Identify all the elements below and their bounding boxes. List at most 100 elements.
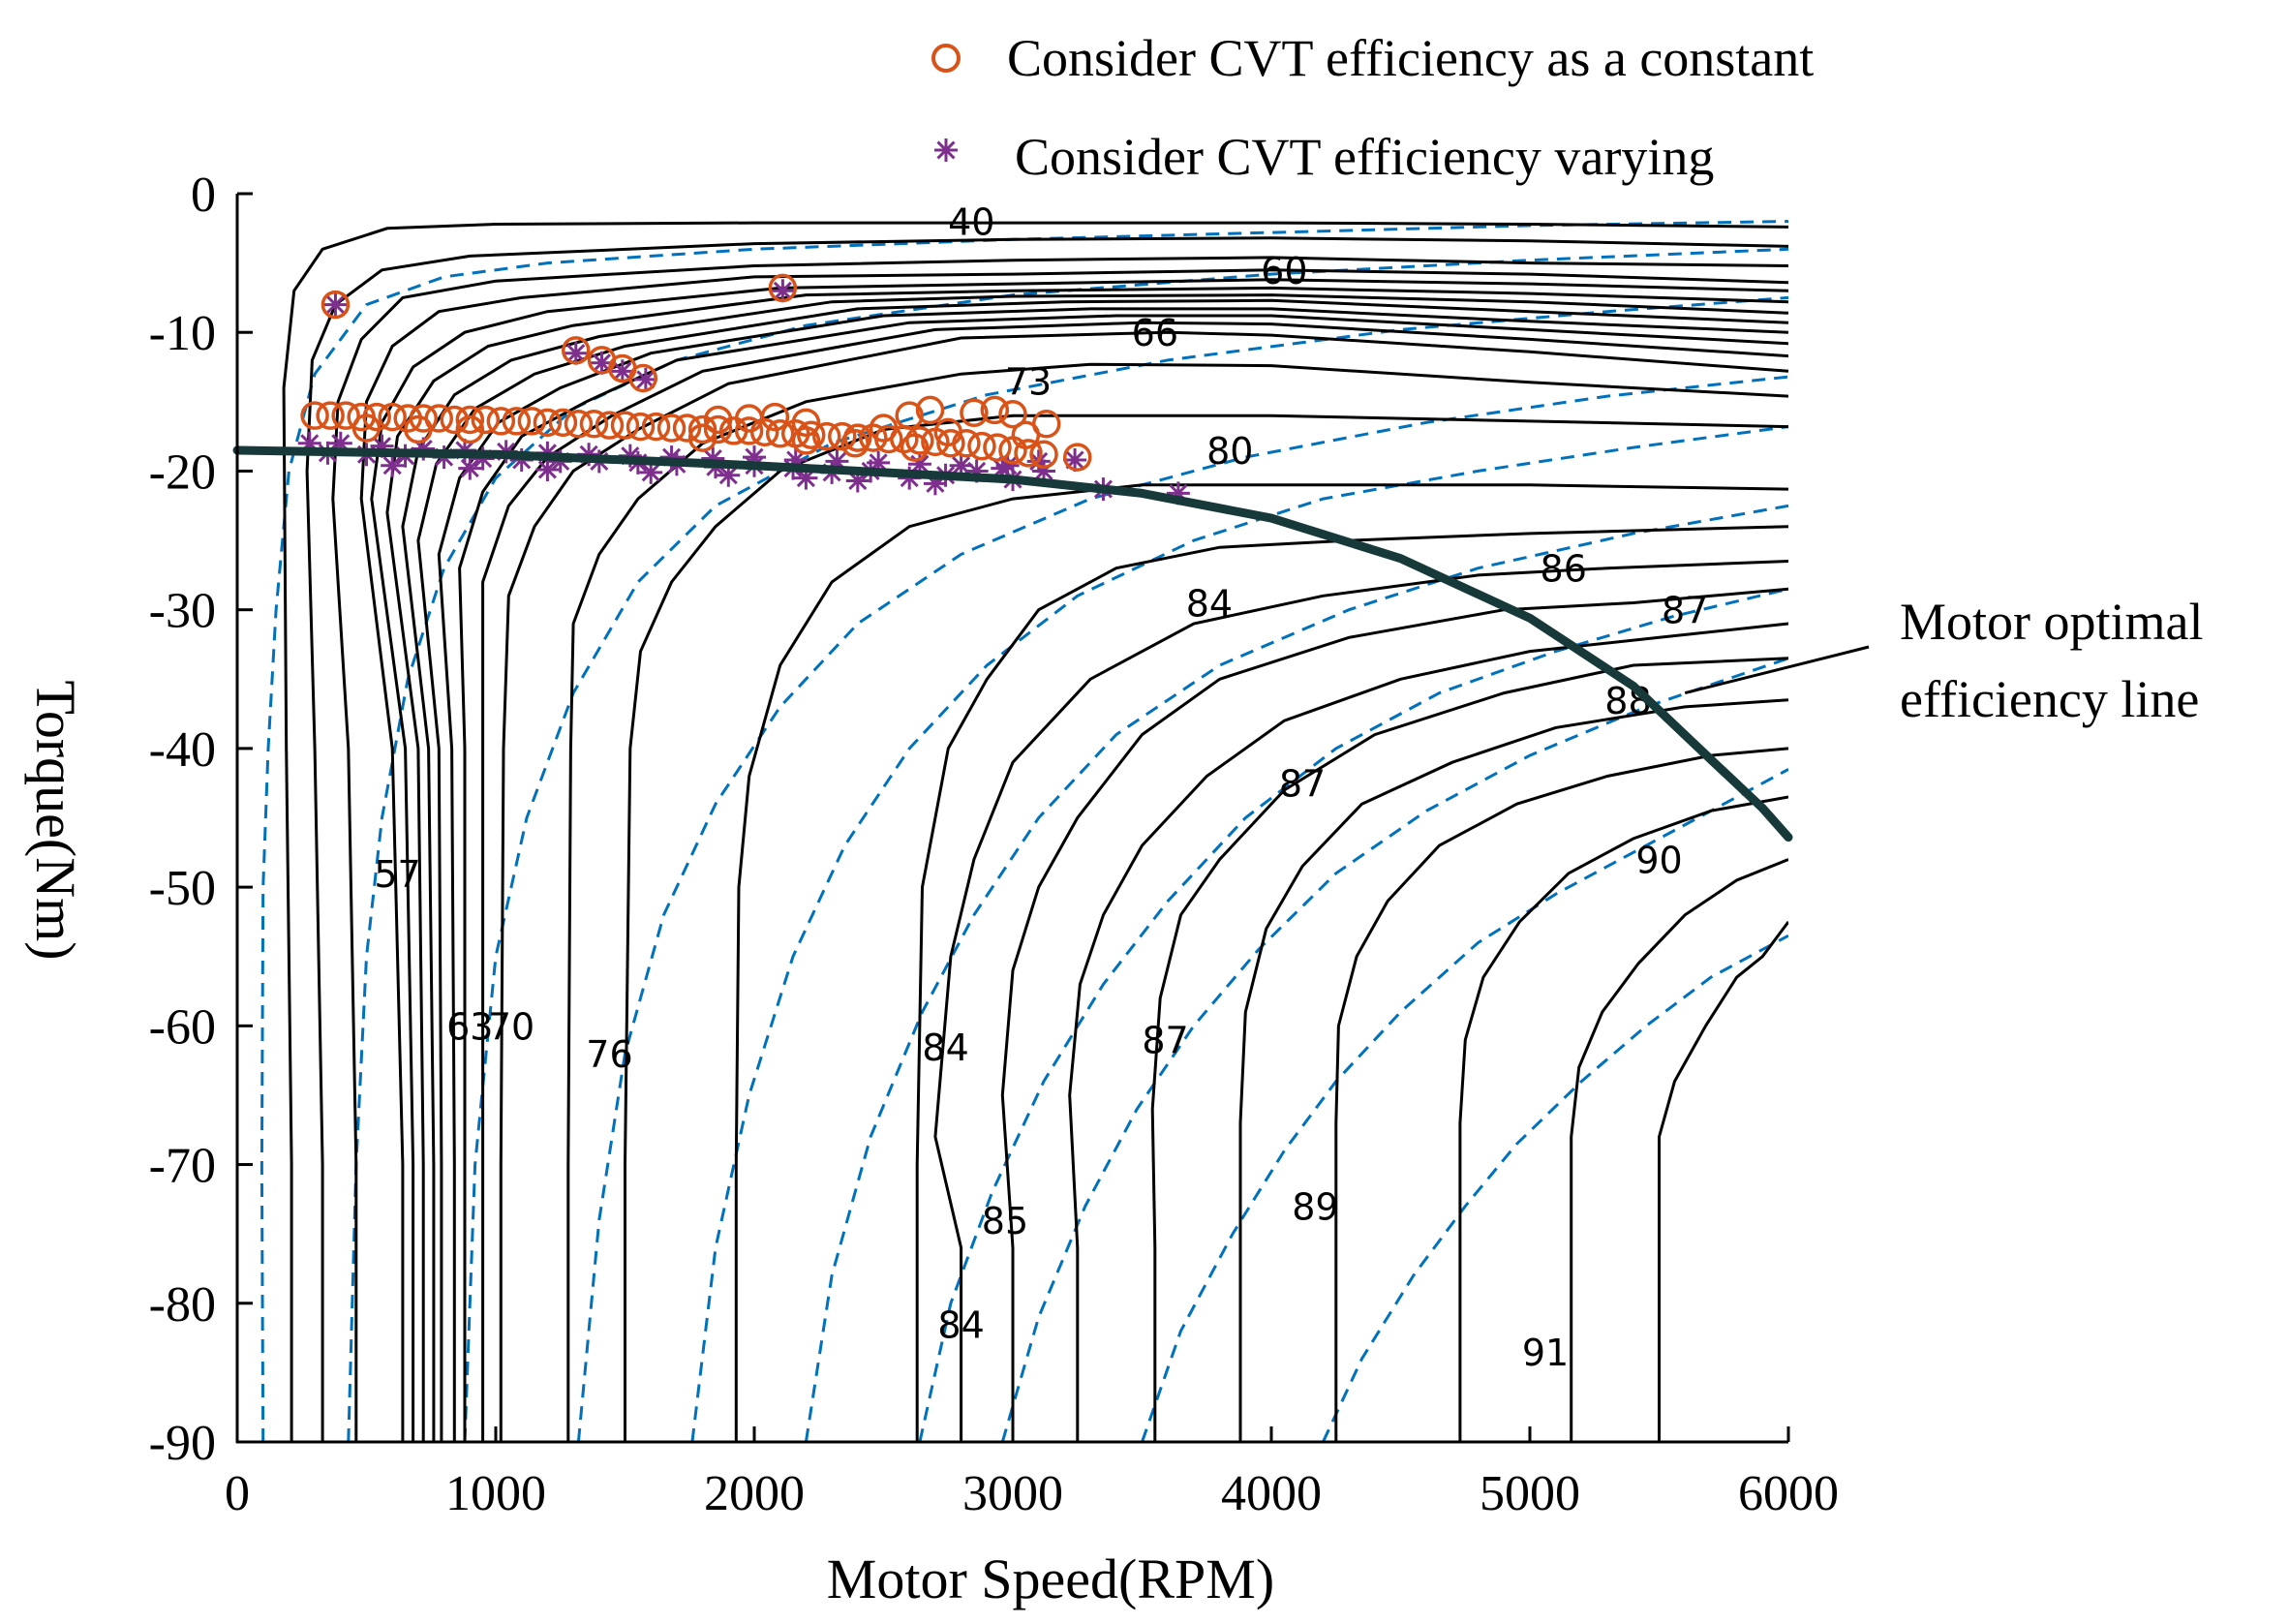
circle-marker (905, 426, 934, 455)
efficiency-contour (1150, 657, 1788, 1442)
circle-marker (859, 423, 888, 452)
circle-marker (967, 431, 996, 461)
power-curve (259, 220, 1788, 1442)
annotation-text-line2: efficiency line (1900, 670, 2199, 728)
circle-marker (869, 414, 899, 443)
asterisk-marker (458, 456, 482, 480)
asterisk-marker (633, 367, 657, 391)
asterisk-marker-stroke (718, 466, 738, 485)
circle-marker (1014, 439, 1043, 468)
asterisk-marker-stroke (460, 459, 479, 478)
efficiency-contour (416, 298, 1788, 1442)
contour-label: 80 (1206, 430, 1253, 473)
asterisk-marker-stroke (641, 463, 660, 482)
circle-marker (564, 409, 594, 439)
circle-marker (983, 433, 1012, 462)
circle-marker (378, 402, 407, 432)
efficiency-contour (458, 314, 1788, 1442)
efficiency-contour (359, 268, 1788, 1442)
y-tick-label: -20 (149, 444, 216, 500)
y-tick-label: -50 (149, 861, 216, 916)
circle-marker (320, 290, 351, 320)
x-tick-label: 2000 (704, 1466, 805, 1521)
asterisk-marker (381, 453, 405, 477)
circle-marker (936, 429, 965, 458)
y-tick-label: -40 (149, 722, 216, 778)
annotation-leader-line (1684, 645, 1870, 695)
circle-marker (1029, 440, 1058, 470)
legend-marker-circle (931, 44, 961, 73)
y-tick-label: -60 (149, 999, 216, 1055)
circle-marker (455, 414, 485, 444)
circle-marker (440, 405, 470, 435)
contour-label: 85 (982, 1200, 1028, 1242)
circle-marker (300, 401, 329, 430)
power-curve (347, 247, 1788, 1442)
efficiency-contour (1570, 858, 1788, 1442)
optimal-line-path (232, 445, 1793, 843)
contour-label: 84 (937, 1303, 984, 1346)
efficiency-contour (734, 483, 1788, 1442)
contour-label: 57 (374, 853, 420, 896)
power-curve (690, 425, 1788, 1442)
power-curve (1322, 934, 1788, 1442)
circle-marker (1063, 443, 1092, 472)
efficiency-contour (1238, 698, 1788, 1442)
optimal-line-annotation: Motor optimal efficiency line (1684, 593, 2203, 728)
circle-marker (626, 412, 656, 442)
optimal-efficiency-line (232, 445, 1793, 843)
efficiency-contour (1068, 622, 1788, 1442)
asterisk-marker (564, 341, 588, 365)
contour-label: 63 (446, 1005, 493, 1048)
efficiency-contour (305, 236, 1788, 1442)
contour-label: 87 (1279, 763, 1326, 806)
circle-marker (404, 414, 433, 444)
x-tick-label: 0 (225, 1466, 250, 1521)
efficiency-contour (933, 560, 1788, 1442)
circle-marker (796, 420, 826, 449)
y-tick-label: -70 (149, 1139, 216, 1194)
legend-label-varying: Consider CVT efficiency varying (1015, 128, 1714, 186)
y-tick-label: -10 (149, 306, 216, 361)
power-curve (1000, 657, 1788, 1442)
efficiency-contour (437, 307, 1788, 1442)
asterisk-marker-stroke (613, 361, 632, 381)
circle-marker (595, 411, 625, 440)
power-curve (1141, 768, 1788, 1442)
efficiency-contour (401, 293, 1788, 1442)
circle-marker (351, 414, 382, 443)
circle-marker (579, 409, 609, 439)
circle-marker (656, 414, 687, 443)
contour-label: 40 (948, 201, 994, 244)
x-tick-label: 1000 (445, 1466, 546, 1521)
y-tick-label: 0 (191, 168, 216, 223)
contour-label: 87 (1142, 1020, 1188, 1062)
asterisk-marker (949, 453, 973, 477)
asterisk-marker (771, 279, 795, 303)
contour-label: 87 (1662, 590, 1708, 632)
circle-marker (768, 273, 798, 303)
legend-asterisk (934, 138, 958, 162)
asterisk-marker (535, 458, 560, 482)
circle-marker (760, 402, 790, 432)
contour-label: 66 (1132, 312, 1178, 354)
efficiency-contour (915, 525, 1788, 1442)
legend: Consider CVT efficiency as a constant Co… (931, 29, 1814, 186)
efficiency-contour (1000, 587, 1788, 1442)
asterisk-marker (610, 359, 634, 383)
circle-marker (628, 363, 657, 393)
circle-marker (960, 398, 989, 428)
legend-marker-asterisk (934, 138, 958, 162)
y-axis-label: Torque(Nm) (24, 680, 87, 960)
x-axis-label: Motor Speed(RPM) (827, 1547, 1274, 1610)
circle-marker (1011, 420, 1041, 449)
y-tick-label: -30 (149, 584, 216, 639)
contour-label: 90 (1635, 839, 1682, 881)
power-curve (804, 504, 1788, 1442)
contour-label: 76 (586, 1033, 632, 1076)
power-curve (918, 587, 1788, 1442)
circle-marker (840, 429, 870, 458)
circle-marker (486, 407, 516, 436)
asterisk-marker (323, 292, 348, 317)
circle-marker (533, 408, 563, 438)
